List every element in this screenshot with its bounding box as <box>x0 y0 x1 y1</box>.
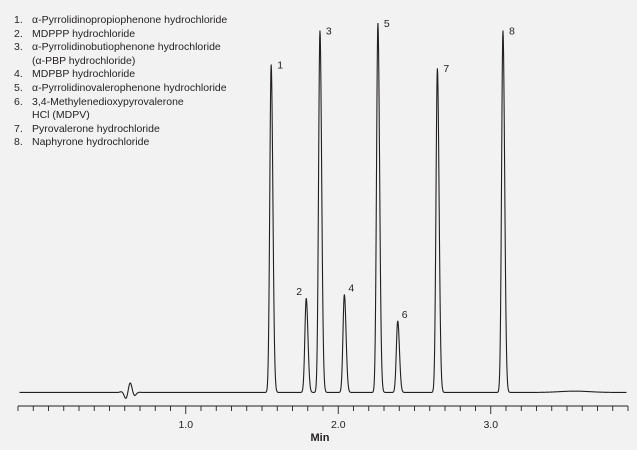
x-tick-label: 3.0 <box>483 419 498 431</box>
legend-item: 4. MDPBP hydrochloride <box>14 68 227 82</box>
x-tick-label: 1.0 <box>178 419 193 431</box>
peak-label: 1 <box>277 60 283 72</box>
compound-legend: 1. α-Pyrrolidinopropiophenone hydrochlori… <box>14 14 227 150</box>
peak-label: 7 <box>443 63 449 75</box>
legend-number: 8. <box>14 136 23 149</box>
legend-label: Naphyrone hydrochloride <box>32 136 150 149</box>
legend-label: Pyrovalerone hydrochloride <box>32 122 160 135</box>
trace-layer <box>19 22 627 399</box>
peak-label: 2 <box>296 286 302 298</box>
peak-label: 4 <box>348 282 354 294</box>
legend-item: 7. Pyrovalerone hydrochloride <box>14 123 227 137</box>
legend-label: α-Pyrrolidinovalerophenone hydrochloride <box>32 81 227 94</box>
x-tick-label: 2.0 <box>331 419 346 431</box>
peak-label: 8 <box>509 26 515 38</box>
legend-item: 3. α-Pyrrolidinobutiophenone hydrochlorid… <box>14 41 227 68</box>
peak-label: 3 <box>326 26 332 38</box>
legend-item: 1. α-Pyrrolidinopropiophenone hydrochlori… <box>14 14 227 28</box>
legend-label: 3,4-Methylenedioxypyrovalerone HCl (MDPV… <box>32 95 184 122</box>
legend-number: 1. <box>14 14 23 26</box>
legend-item: 6. 3,4-Methylenedioxypyrovalerone HCl (MD… <box>14 96 227 123</box>
legend-number: 2. <box>14 27 23 40</box>
legend-number: 4. <box>14 68 23 81</box>
legend-label: MDPBP hydrochloride <box>32 68 136 81</box>
tick-layer: 1.0 2.0 3.0 <box>17 406 629 431</box>
legend-item: 5. α-Pyrrolidinovalerophenone hydrochlori… <box>14 82 227 96</box>
peak-label-layer: 1 2 3 4 5 6 7 8 <box>277 18 515 321</box>
chromatogram-trace <box>19 22 627 399</box>
legend-item: 2. MDPPP hydrochloride <box>14 28 227 42</box>
legend-label: α-Pyrrolidinobutiophenone hydrochloride … <box>32 41 221 67</box>
legend-number: 6. <box>14 95 23 108</box>
legend-number: 5. <box>14 81 23 94</box>
legend-label: α-Pyrrolidinopropiophenone hydrochloride <box>32 14 228 26</box>
x-axis-title: Min <box>311 432 330 444</box>
legend-label: MDPPP hydrochloride <box>32 27 136 40</box>
peak-label: 5 <box>384 18 390 30</box>
legend-item: 8. Naphyrone hydrochloride <box>14 136 227 150</box>
legend-number: 7. <box>14 122 23 135</box>
legend-number: 3. <box>14 41 23 54</box>
peak-label: 6 <box>402 309 408 321</box>
